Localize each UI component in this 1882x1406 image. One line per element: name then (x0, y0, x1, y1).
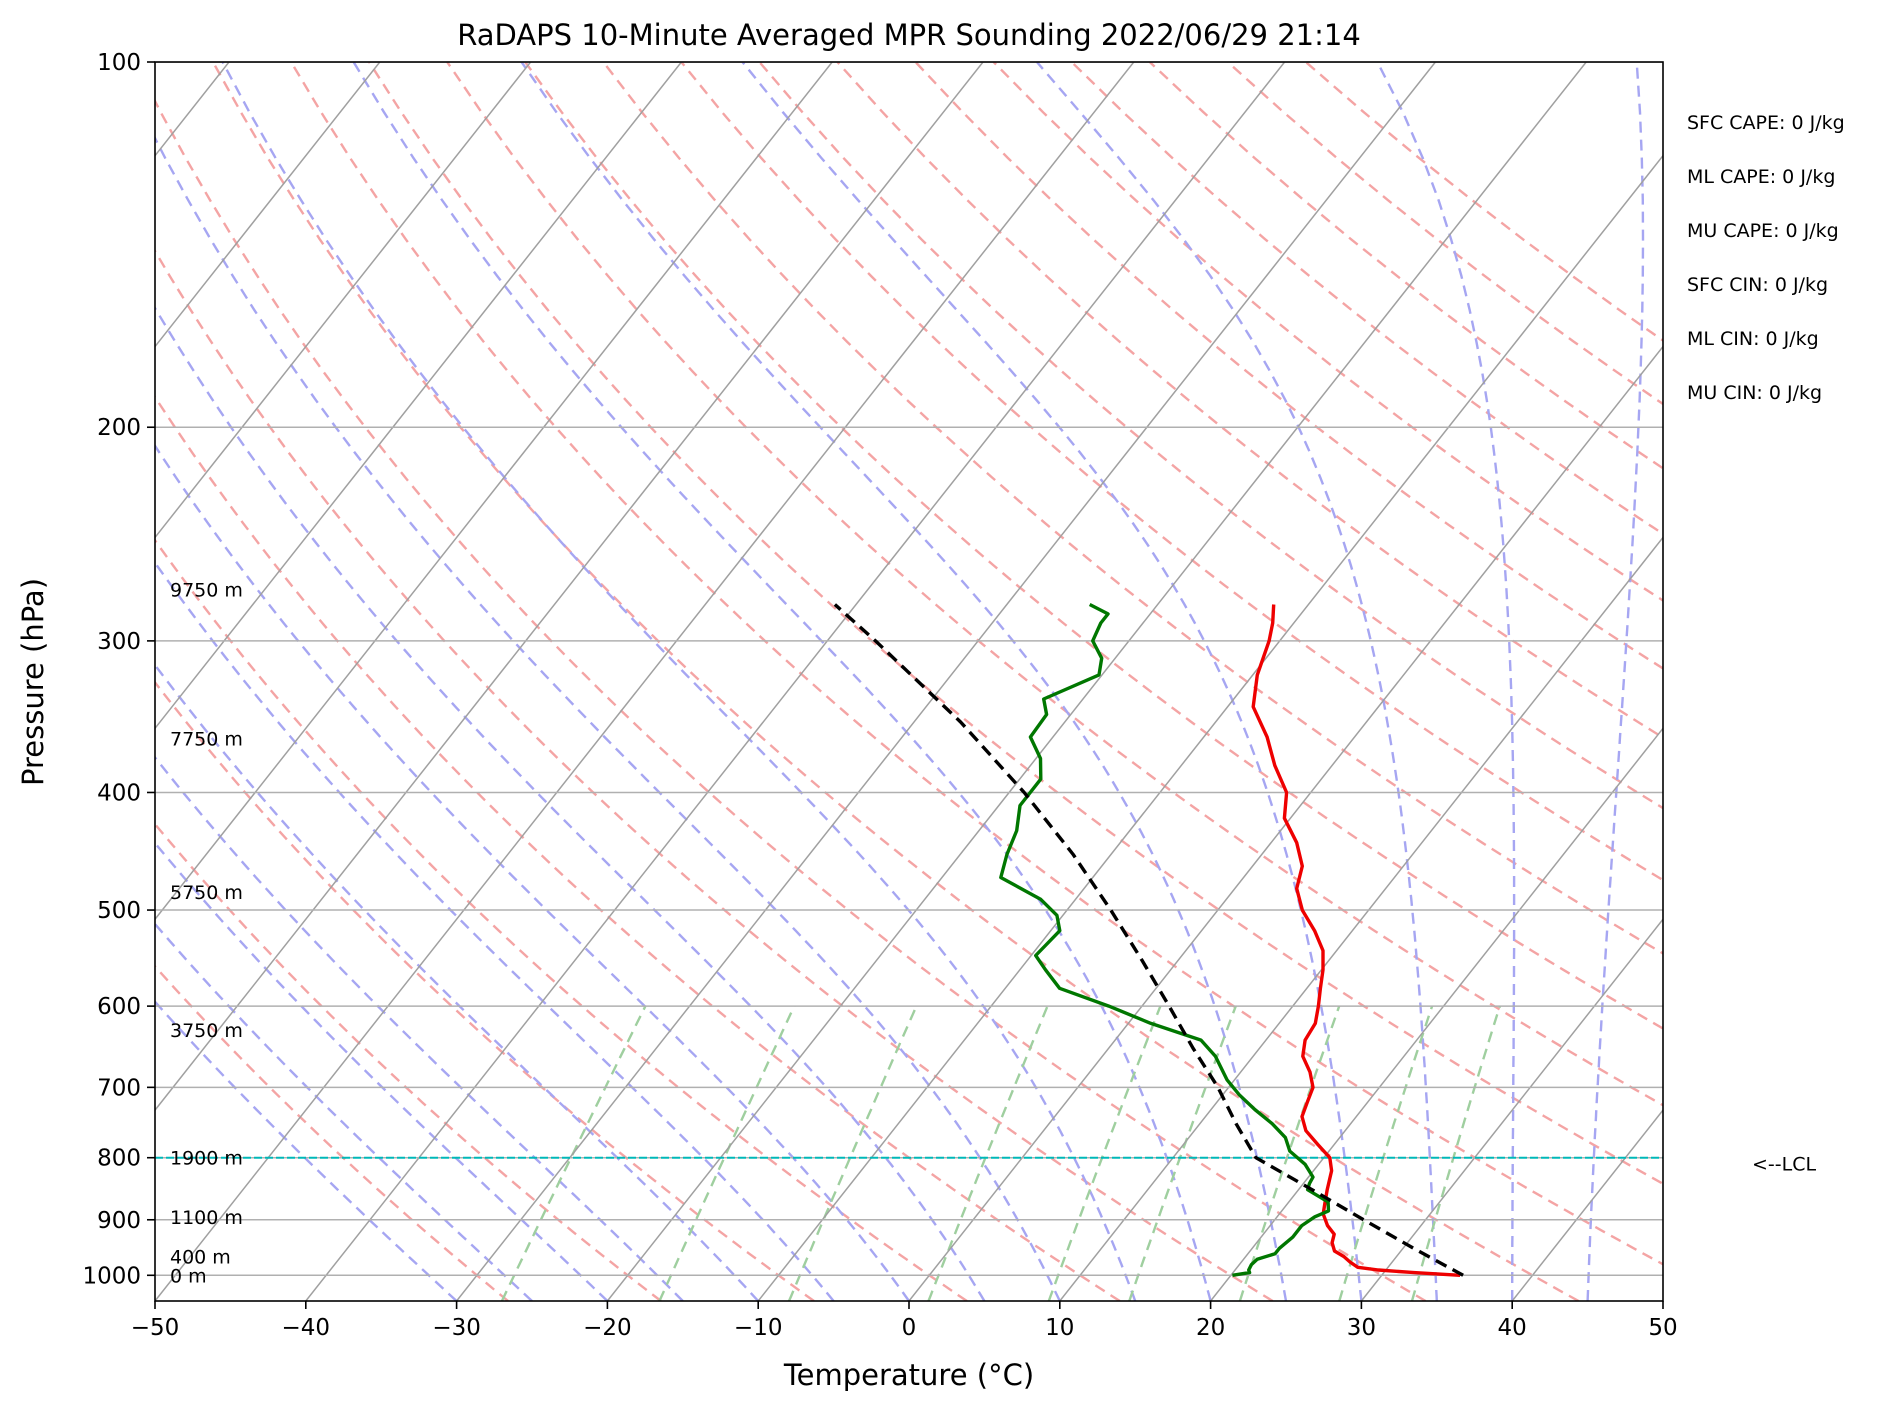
moist-adiabat-line (155, 560, 835, 1301)
chart-title: RaDAPS 10-Minute Averaged MPR Sounding 2… (457, 18, 1361, 52)
isotherm-line (155, 62, 1135, 1301)
height-label: 1900 m (170, 1148, 243, 1170)
moist-adiabats (155, 62, 1645, 1301)
x-axis-ticks: −50 −40 −30 −20 −10 0 10 20 30 40 50 (131, 1301, 1678, 1341)
dry-adiabat-line (290, 62, 1663, 1266)
dry-adiabat-line (836, 62, 1663, 740)
x-tick-label: 20 (1196, 1315, 1225, 1341)
mixing-ratio-line (927, 1005, 1049, 1301)
x-tick-label: −50 (131, 1315, 180, 1341)
isotherm-line (1360, 918, 1663, 1301)
y-tick-label: 300 (97, 629, 141, 655)
y-axis-label: Pressure (hPa) (16, 578, 50, 786)
dry-adiabat-line (155, 964, 509, 1301)
mixing-ratio-line (1047, 1005, 1162, 1301)
y-tick-label: 1000 (82, 1263, 141, 1289)
height-label: 400 m (170, 1247, 231, 1269)
x-tick-label: 50 (1648, 1315, 1677, 1341)
isotherm-line (757, 154, 1663, 1301)
height-label: 5750 m (170, 882, 243, 904)
dry-adiabat-line (155, 98, 1427, 1301)
stability-index-label: SFC CIN: 0 J/kg (1687, 274, 1828, 296)
x-tick-label: 30 (1347, 1315, 1376, 1341)
moist-adiabat-line (1376, 62, 1516, 1301)
isotherm-line (155, 62, 984, 1112)
isotherm-line (155, 62, 381, 348)
moist-adiabat-line (520, 62, 1288, 1301)
isotherm-line (155, 62, 833, 921)
x-tick-label: −10 (734, 1315, 783, 1341)
y-tick-label: 800 (97, 1146, 141, 1172)
isotherm-line (908, 345, 1663, 1301)
x-tick-label: −40 (282, 1315, 331, 1341)
dry-adiabat-line (211, 62, 1580, 1301)
lcl-label: <--LCL (1752, 1154, 1816, 1176)
parcel-profile-line (833, 603, 1464, 1277)
stability-index-label: ML CAPE: 0 J/kg (1687, 166, 1835, 188)
isotherm-line (606, 62, 1587, 1301)
dry-adiabat-line (155, 538, 968, 1301)
x-tick-label: −20 (583, 1315, 632, 1341)
y-tick-label: 900 (97, 1208, 141, 1234)
isotherm-line (456, 62, 1436, 1301)
mixing-ratio-line (500, 1005, 647, 1301)
dry-adiabat-line (680, 62, 1663, 882)
moist-adiabat-line (1586, 62, 1645, 1301)
height-label: 7750 m (170, 728, 243, 750)
height-label: 0 m (170, 1265, 207, 1287)
x-tick-label: 10 (1045, 1315, 1074, 1341)
stability-index-label: MU CAPE: 0 J/kg (1687, 220, 1839, 242)
stability-indices: SFC CAPE: 0 J/kg ML CAPE: 0 J/kg MU CAPE: … (1687, 112, 1845, 404)
stability-index-label: SFC CAPE: 0 J/kg (1687, 112, 1845, 134)
x-tick-label: 40 (1498, 1315, 1527, 1341)
isotherm-line (155, 62, 682, 730)
y-tick-label: 400 (97, 780, 141, 806)
moist-adiabat-line (352, 62, 1212, 1301)
moist-adiabat-line (155, 663, 760, 1301)
temperature-profile-line (1251, 604, 1461, 1277)
moist-adiabat-line (155, 922, 533, 1301)
mixing-ratio-line (658, 1005, 796, 1301)
dry-adiabats (155, 62, 1663, 1301)
moist-adiabat-line (155, 443, 910, 1301)
y-tick-label: 100 (97, 50, 141, 76)
height-label: 9750 m (170, 579, 243, 601)
dry-adiabat-line (524, 62, 1663, 1030)
moist-adiabat-line (1035, 62, 1438, 1301)
height-label: 1100 m (170, 1207, 243, 1229)
isotherm-line (1210, 727, 1663, 1301)
dewpoint-profile-line (999, 602, 1331, 1277)
x-tick-label: −30 (432, 1315, 481, 1341)
dry-adiabat-line (368, 62, 1663, 1186)
height-label: 3750 m (170, 1020, 243, 1042)
stability-index-label: ML CIN: 0 J/kg (1687, 328, 1819, 350)
dry-adiabat-line (992, 62, 1663, 602)
moist-adiabat-line (155, 755, 684, 1301)
y-tick-label: 700 (97, 1075, 141, 1101)
moist-adiabat-line (221, 62, 1137, 1301)
dry-adiabat-line (446, 62, 1663, 1107)
isotherm-line (155, 62, 532, 539)
x-axis-label: Temperature (°C) (783, 1358, 1034, 1392)
mixing-ratio-line (1410, 1005, 1502, 1301)
y-tick-label: 500 (97, 898, 141, 924)
moist-adiabat-line (155, 841, 609, 1301)
y-axis-ticks: 100 200 300 400 500 600 700 800 900 1000 (82, 50, 155, 1289)
y-tick-label: 200 (97, 415, 141, 441)
stability-index-label: MU CIN: 0 J/kg (1687, 382, 1822, 404)
moist-adiabat-line (155, 135, 1061, 1301)
moist-adiabat-line (155, 1000, 458, 1301)
x-tick-label: 0 (902, 1315, 917, 1341)
isotherm-line (305, 62, 1286, 1301)
mixing-ratio-line (787, 1005, 918, 1301)
mixing-ratio-line (1128, 1005, 1237, 1301)
isotherms (155, 62, 1663, 1301)
y-tick-label: 600 (97, 994, 141, 1020)
profiles (833, 602, 1464, 1277)
